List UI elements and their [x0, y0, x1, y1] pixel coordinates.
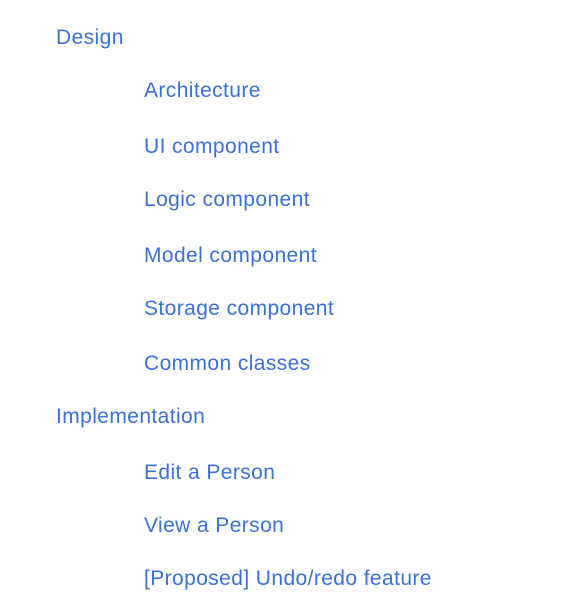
toc-link-common-classes[interactable]: Common classes: [144, 352, 311, 375]
toc-link-view-a-person[interactable]: View a Person: [144, 514, 285, 537]
toc-link-model-component[interactable]: Model component: [144, 244, 317, 267]
toc-link-proposed-undo-redo-feature[interactable]: [Proposed] Undo/redo feature: [144, 567, 432, 590]
toc-link-design[interactable]: Design: [56, 26, 124, 49]
toc-link-edit-a-person[interactable]: Edit a Person: [144, 461, 276, 484]
toc-link-logic-component[interactable]: Logic component: [144, 188, 310, 211]
toc-link-architecture[interactable]: Architecture: [144, 79, 261, 102]
toc-link-implementation[interactable]: Implementation: [56, 405, 206, 428]
toc-link-ui-component[interactable]: UI component: [144, 135, 280, 158]
toc-link-storage-component[interactable]: Storage component: [144, 297, 335, 320]
